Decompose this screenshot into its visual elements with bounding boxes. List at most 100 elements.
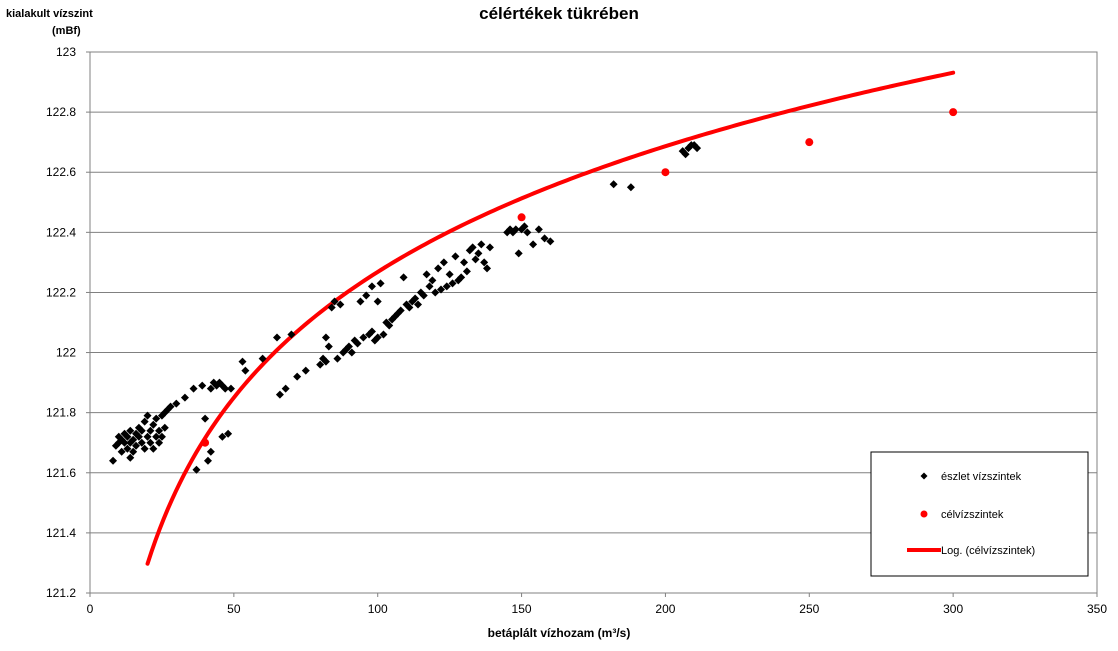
observed-point: [451, 252, 460, 261]
observed-point: [226, 384, 235, 393]
observed-point: [218, 432, 227, 441]
observed-point: [172, 399, 181, 408]
observed-point: [140, 417, 149, 426]
observed-point: [445, 270, 454, 279]
observed-point: [344, 342, 353, 351]
observed-point: [477, 240, 486, 249]
observed-point: [457, 273, 466, 282]
observed-point: [155, 438, 164, 447]
y-tick-label: 122.2: [46, 285, 76, 299]
observed-point: [439, 258, 448, 267]
x-tick-label: 300: [943, 602, 963, 616]
observed-point: [411, 294, 420, 303]
legend-label-trendline: Log. (célvízszintek): [941, 545, 1035, 557]
observed-point: [287, 330, 296, 339]
observed-point: [534, 225, 543, 234]
observed-point: [693, 144, 702, 153]
observed-point: [330, 297, 339, 306]
observed-point: [301, 366, 310, 375]
y-tick-label: 123: [56, 45, 76, 59]
observed-point: [157, 432, 166, 441]
observed-point: [155, 426, 164, 435]
observed-point: [413, 300, 422, 309]
legend-label-target: célvízszintek: [941, 509, 1004, 521]
observed-point: [134, 432, 143, 441]
observed-point: [180, 393, 189, 402]
observed-point: [373, 333, 382, 342]
observed-point: [511, 225, 520, 234]
observed-point: [137, 426, 146, 435]
observed-point: [192, 465, 201, 474]
observed-point: [146, 438, 155, 447]
x-axis-label: betáplált vízhozam (m³/s): [487, 626, 631, 640]
observed-point: [123, 432, 132, 441]
observed-point: [146, 426, 155, 435]
observed-point: [523, 228, 532, 237]
observed-point: [396, 306, 405, 315]
x-tick-label: 350: [1087, 602, 1107, 616]
y-axis-unit-label: (mBf): [52, 25, 81, 37]
observed-point: [422, 270, 431, 279]
observed-point: [126, 426, 135, 435]
observed-point: [140, 444, 149, 453]
observed-point: [201, 414, 210, 423]
target-point: [661, 168, 670, 177]
observed-point: [434, 264, 443, 273]
observed-point: [385, 321, 394, 330]
observed-point: [273, 333, 282, 342]
observed-point: [336, 300, 345, 309]
observed-point: [321, 333, 330, 342]
observed-point: [626, 183, 635, 192]
observed-point: [428, 276, 437, 285]
x-tick-label: 100: [368, 602, 388, 616]
y-tick-label: 121.4: [46, 526, 76, 540]
observed-point: [540, 234, 549, 243]
legend: észlet vízszintek célvízszintek Log. (célv…: [870, 451, 1089, 577]
legend-label-observed: észlet vízszintek: [941, 471, 1022, 483]
y-tick-label: 121.6: [46, 466, 76, 480]
x-tick-label: 200: [655, 602, 675, 616]
observed-point: [471, 255, 480, 264]
observed-point: [681, 150, 690, 159]
observed-point: [367, 327, 376, 336]
observed-point: [129, 447, 138, 456]
observed-point: [437, 285, 446, 294]
observed-point: [189, 384, 198, 393]
observed-point: [356, 297, 365, 306]
observed-point: [206, 384, 215, 393]
y-tick-label: 121.2: [46, 586, 76, 600]
observed-point: [143, 411, 152, 420]
legend-marker-observed: [920, 472, 928, 480]
x-tick-label: 250: [799, 602, 819, 616]
observed-point: [109, 456, 118, 465]
observed-point: [514, 249, 523, 258]
target-point: [805, 138, 814, 147]
observed-point: [462, 267, 471, 276]
y-tick-label: 122.8: [46, 105, 76, 119]
observed-point: [316, 360, 325, 369]
observed-point: [129, 435, 138, 444]
observed-point: [143, 432, 152, 441]
x-tick-label: 0: [87, 602, 94, 616]
observed-point: [149, 444, 158, 453]
y-axis-label: kialakult vízszint: [6, 8, 93, 20]
observed-point: [468, 243, 477, 252]
observed-point: [359, 333, 368, 342]
observed-point: [152, 414, 161, 423]
observed-point: [419, 291, 428, 300]
observed-point: [353, 339, 362, 348]
y-tick-label: 122: [56, 346, 76, 360]
observed-point: [448, 279, 457, 288]
observed-point: [376, 279, 385, 288]
chart-title: célértékek tükrében: [479, 4, 639, 23]
observed-point: [203, 456, 212, 465]
observed-point: [347, 348, 356, 357]
observed-point: [485, 243, 494, 252]
observed-point: [529, 240, 538, 249]
observed-point: [373, 297, 382, 306]
observed-point: [241, 366, 250, 375]
observed-point: [431, 288, 440, 297]
observed-point: [258, 354, 267, 363]
observed-point: [474, 249, 483, 258]
observed-point: [152, 432, 161, 441]
